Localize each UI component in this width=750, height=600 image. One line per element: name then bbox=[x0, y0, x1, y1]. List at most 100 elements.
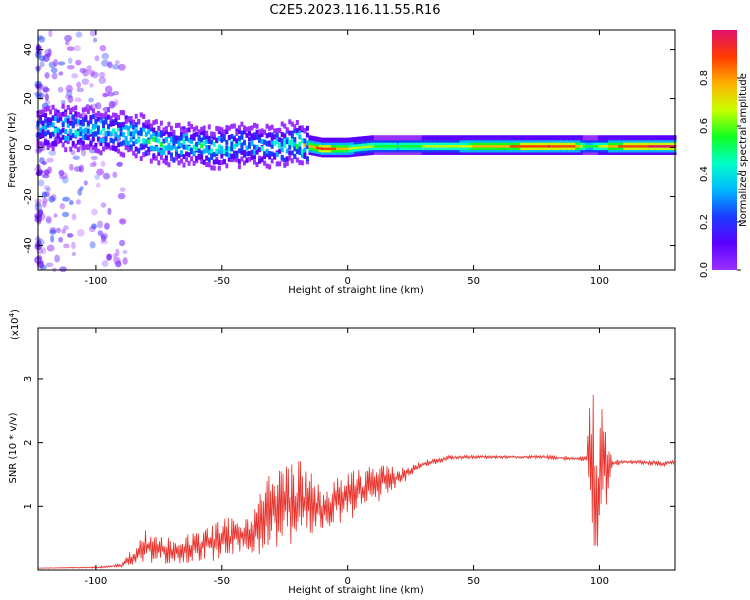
heatmap-cell bbox=[333, 137, 337, 143]
heatmap-cell bbox=[210, 165, 214, 171]
heatmap-cell bbox=[154, 146, 158, 152]
heatmap-cell bbox=[537, 135, 541, 141]
heatmap-cell bbox=[454, 135, 458, 141]
heatmap-cell bbox=[81, 117, 85, 123]
heatmap-cell bbox=[137, 148, 141, 154]
heatmap-cell bbox=[227, 146, 231, 152]
heatmap-cell bbox=[84, 133, 88, 139]
heatmap-cell bbox=[205, 162, 209, 168]
heatmap-cell bbox=[242, 160, 246, 166]
heatmap-cell bbox=[315, 136, 319, 142]
heatmap-cell bbox=[67, 95, 74, 103]
heatmap-cell bbox=[207, 139, 211, 145]
heatmap-cell bbox=[86, 65, 92, 72]
heatmap-cell bbox=[104, 85, 113, 94]
heatmap-cell bbox=[106, 253, 113, 261]
heatmap-cell bbox=[235, 130, 239, 136]
heatmap-cell bbox=[57, 86, 64, 93]
heatmap-cell bbox=[245, 132, 249, 138]
heatmap-cell bbox=[100, 232, 108, 240]
heatmap-cell bbox=[444, 135, 448, 141]
snr-frame bbox=[37, 327, 676, 571]
heatmap-cell bbox=[86, 135, 90, 141]
heatmap-cell bbox=[494, 135, 498, 141]
heatmap-cell bbox=[101, 52, 110, 60]
spectrogram-y-tick-label: 20 bbox=[23, 92, 34, 105]
heatmap-cell bbox=[74, 143, 78, 149]
heatmap-cell bbox=[290, 142, 294, 148]
heatmap-cell bbox=[99, 71, 106, 78]
heatmap-cell bbox=[162, 127, 166, 133]
heatmap-cell bbox=[190, 156, 194, 162]
heatmap-cell bbox=[162, 158, 166, 164]
heatmap-cell bbox=[137, 119, 141, 125]
heatmap-cell bbox=[119, 141, 123, 147]
heatmap-cell bbox=[300, 152, 304, 158]
heatmap-cell bbox=[101, 138, 105, 144]
heatmap-cell bbox=[180, 135, 184, 141]
heatmap-cell bbox=[152, 131, 156, 137]
colorbar-tick-label: 0.0 bbox=[699, 262, 710, 278]
heatmap-cell bbox=[235, 128, 239, 134]
heatmap-cell bbox=[232, 154, 236, 160]
heatmap-cell bbox=[114, 60, 120, 65]
heatmap-cell bbox=[237, 135, 241, 141]
heatmap-cell bbox=[645, 135, 649, 141]
heatmap-cell bbox=[74, 129, 78, 135]
heatmap-cell bbox=[152, 153, 156, 159]
heatmap-cell bbox=[205, 155, 209, 161]
heatmap-cell bbox=[60, 100, 66, 105]
heatmap-cell bbox=[84, 127, 88, 133]
heatmap-cell bbox=[215, 126, 219, 132]
snr-x-tick-label: 100 bbox=[590, 576, 609, 587]
heatmap-cell bbox=[298, 159, 302, 165]
heatmap-cell bbox=[555, 135, 559, 141]
heatmap-cell bbox=[205, 133, 209, 139]
heatmap-cell bbox=[104, 111, 108, 117]
heatmap-cell bbox=[610, 135, 614, 141]
heatmap-cell bbox=[96, 116, 100, 122]
heatmap-cell bbox=[45, 217, 52, 224]
heatmap-cell bbox=[419, 135, 423, 141]
heatmap-cell bbox=[154, 155, 158, 161]
heatmap-cell bbox=[66, 115, 70, 121]
heatmap-cell bbox=[91, 208, 98, 216]
heatmap-cell bbox=[180, 158, 184, 164]
heatmap-cell bbox=[270, 151, 274, 157]
heatmap-cell bbox=[69, 128, 73, 134]
spectrogram-y-axis-label: Frequency (Hz) bbox=[7, 112, 18, 188]
heatmap-cell bbox=[230, 157, 234, 163]
heatmap-cell bbox=[635, 135, 639, 141]
spectrogram-x-tick-label: -50 bbox=[214, 276, 230, 287]
heatmap-cell bbox=[62, 196, 70, 202]
heatmap-cell bbox=[51, 122, 55, 128]
heatmap-cell bbox=[235, 141, 239, 147]
heatmap-cell bbox=[298, 128, 302, 134]
heatmap-cell bbox=[132, 119, 136, 125]
heatmap-cell bbox=[101, 59, 109, 67]
heatmap-cell bbox=[283, 162, 287, 168]
heatmap-cell bbox=[439, 135, 443, 141]
heatmap-cell bbox=[134, 113, 138, 119]
heatmap-cell bbox=[381, 135, 385, 141]
heatmap-cell bbox=[247, 126, 251, 132]
heatmap-cell bbox=[270, 158, 274, 164]
heatmap-cell bbox=[255, 161, 259, 167]
heatmap-cell bbox=[263, 154, 267, 160]
heatmap-cell bbox=[464, 135, 468, 141]
heatmap-cell bbox=[358, 136, 362, 142]
heatmap-cell bbox=[185, 144, 189, 150]
heatmap-cell bbox=[532, 135, 536, 141]
heatmap-cell bbox=[117, 122, 121, 128]
heatmap-cell bbox=[545, 135, 549, 141]
heatmap-cell bbox=[174, 123, 178, 129]
heatmap-cell bbox=[119, 151, 123, 157]
heatmap-cells bbox=[34, 29, 677, 273]
heatmap-cell bbox=[192, 132, 196, 138]
spectrogram-y-ticks: -40 -20 0 20 40 bbox=[23, 43, 675, 254]
heatmap-cell bbox=[600, 135, 604, 141]
heatmap-cell bbox=[570, 135, 574, 141]
heatmap-cell bbox=[38, 36, 46, 43]
heatmap-cell bbox=[144, 131, 148, 137]
heatmap-cell bbox=[114, 135, 118, 141]
